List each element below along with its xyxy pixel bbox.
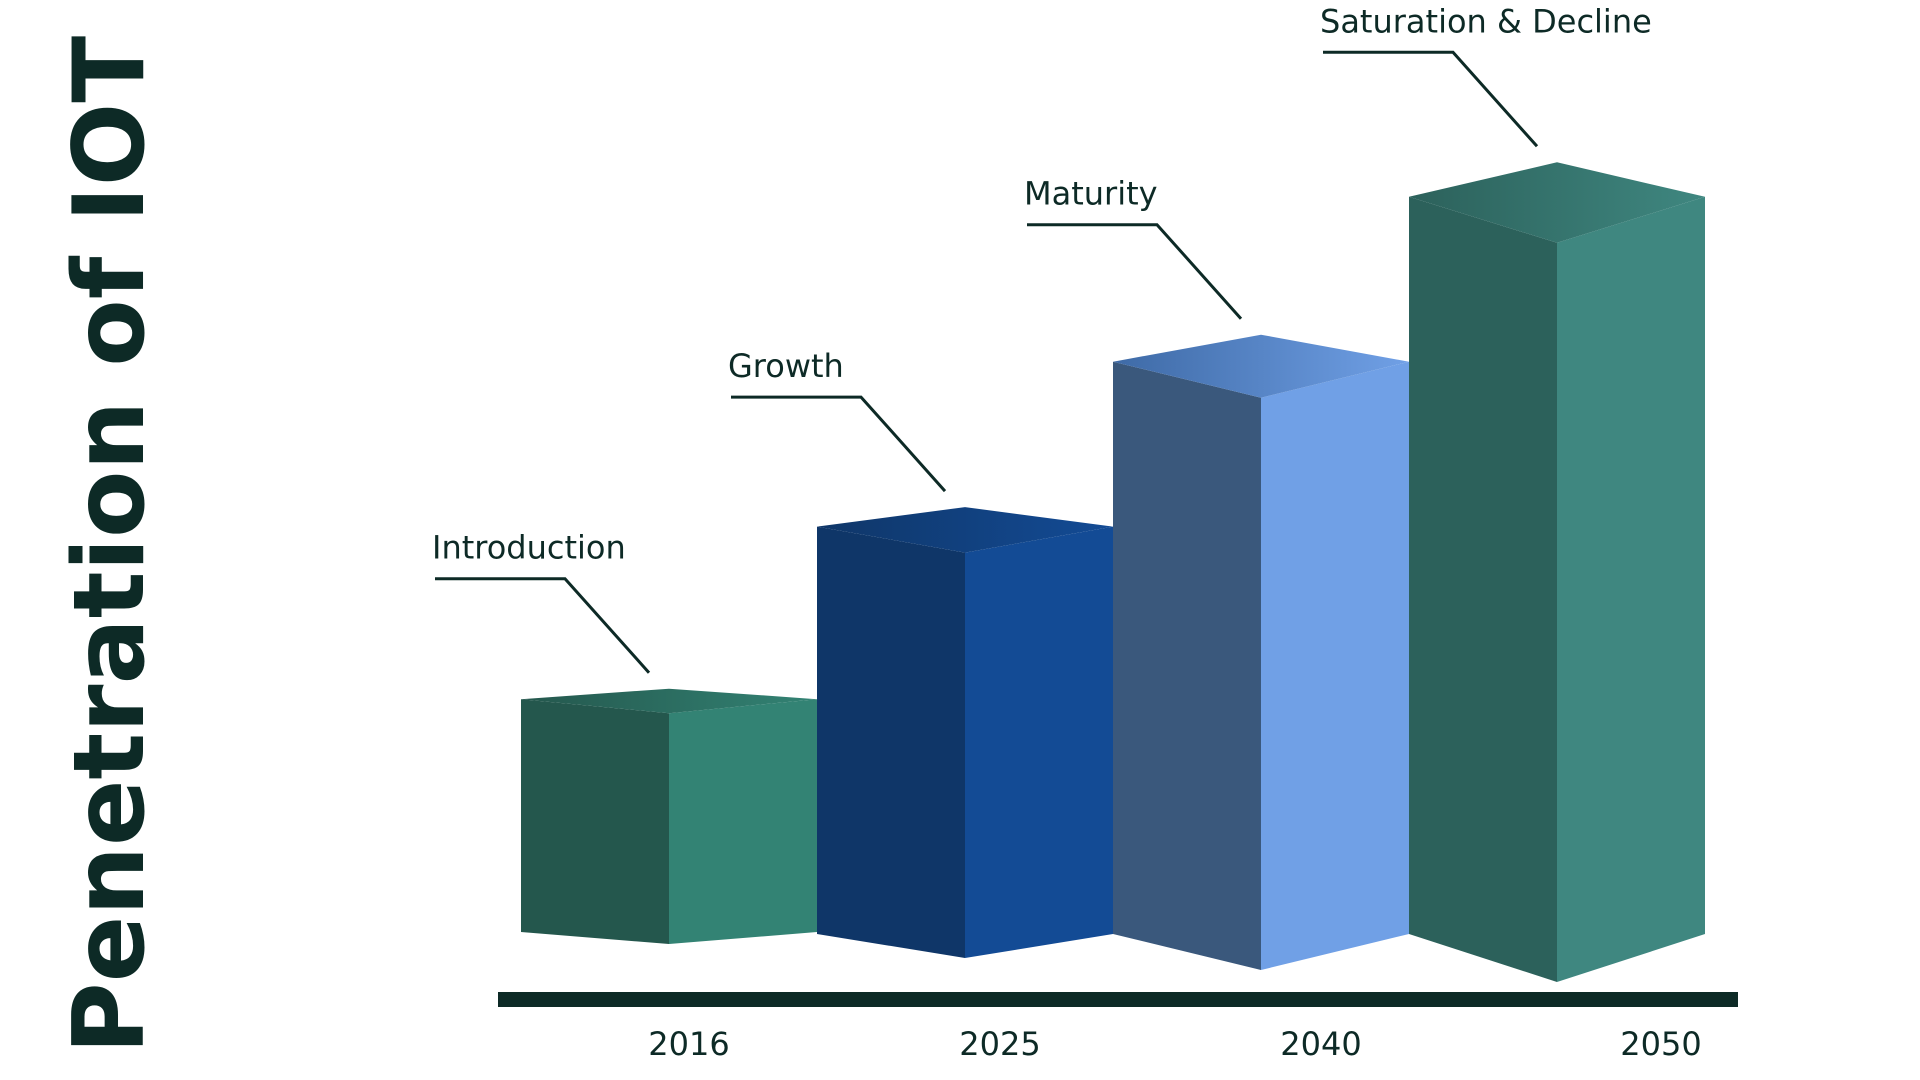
callout-line — [731, 395, 947, 493]
bar-top-face — [1113, 334, 1409, 398]
stage-label: Saturation & Decline — [1320, 2, 1652, 40]
callout-line — [435, 577, 651, 674]
stage-label: Maturity — [1024, 175, 1158, 213]
y-axis-label: Penetration of IOT — [53, 36, 167, 1054]
bar-top-face — [1409, 162, 1705, 243]
x-axis-baseline — [498, 992, 1738, 1007]
bar-right-face — [1261, 361, 1409, 970]
x-tick-label: 2040 — [1280, 1025, 1361, 1063]
bar-top-face — [521, 688, 817, 714]
bar-right-face — [1557, 196, 1705, 983]
stage-label: Introduction — [432, 529, 626, 567]
x-axis-ticks: 2016 2025 2040 2050 — [648, 1025, 1701, 1063]
bar-right-face — [669, 699, 817, 944]
bar-2025 — [817, 507, 1113, 958]
bar-left-face — [1113, 361, 1261, 970]
bar-left-face — [817, 526, 965, 958]
bar-top-face — [817, 507, 1113, 553]
bars-group — [521, 162, 1705, 983]
bar-left-face — [521, 699, 669, 944]
bar-right-face — [965, 526, 1113, 958]
stage-label: Growth — [728, 347, 844, 385]
x-tick-label: 2016 — [648, 1025, 729, 1063]
x-tick-label: 2050 — [1620, 1025, 1701, 1063]
callout-line — [1027, 223, 1243, 320]
callouts-group: Introduction Growth Maturity Saturation & D… — [432, 2, 1652, 674]
bar-left-face — [1409, 196, 1557, 983]
bar-2016 — [521, 688, 817, 944]
bar-2050 — [1409, 162, 1705, 983]
x-tick-label: 2025 — [959, 1025, 1040, 1063]
callout-line — [1323, 50, 1539, 148]
bar-2040 — [1113, 334, 1409, 970]
